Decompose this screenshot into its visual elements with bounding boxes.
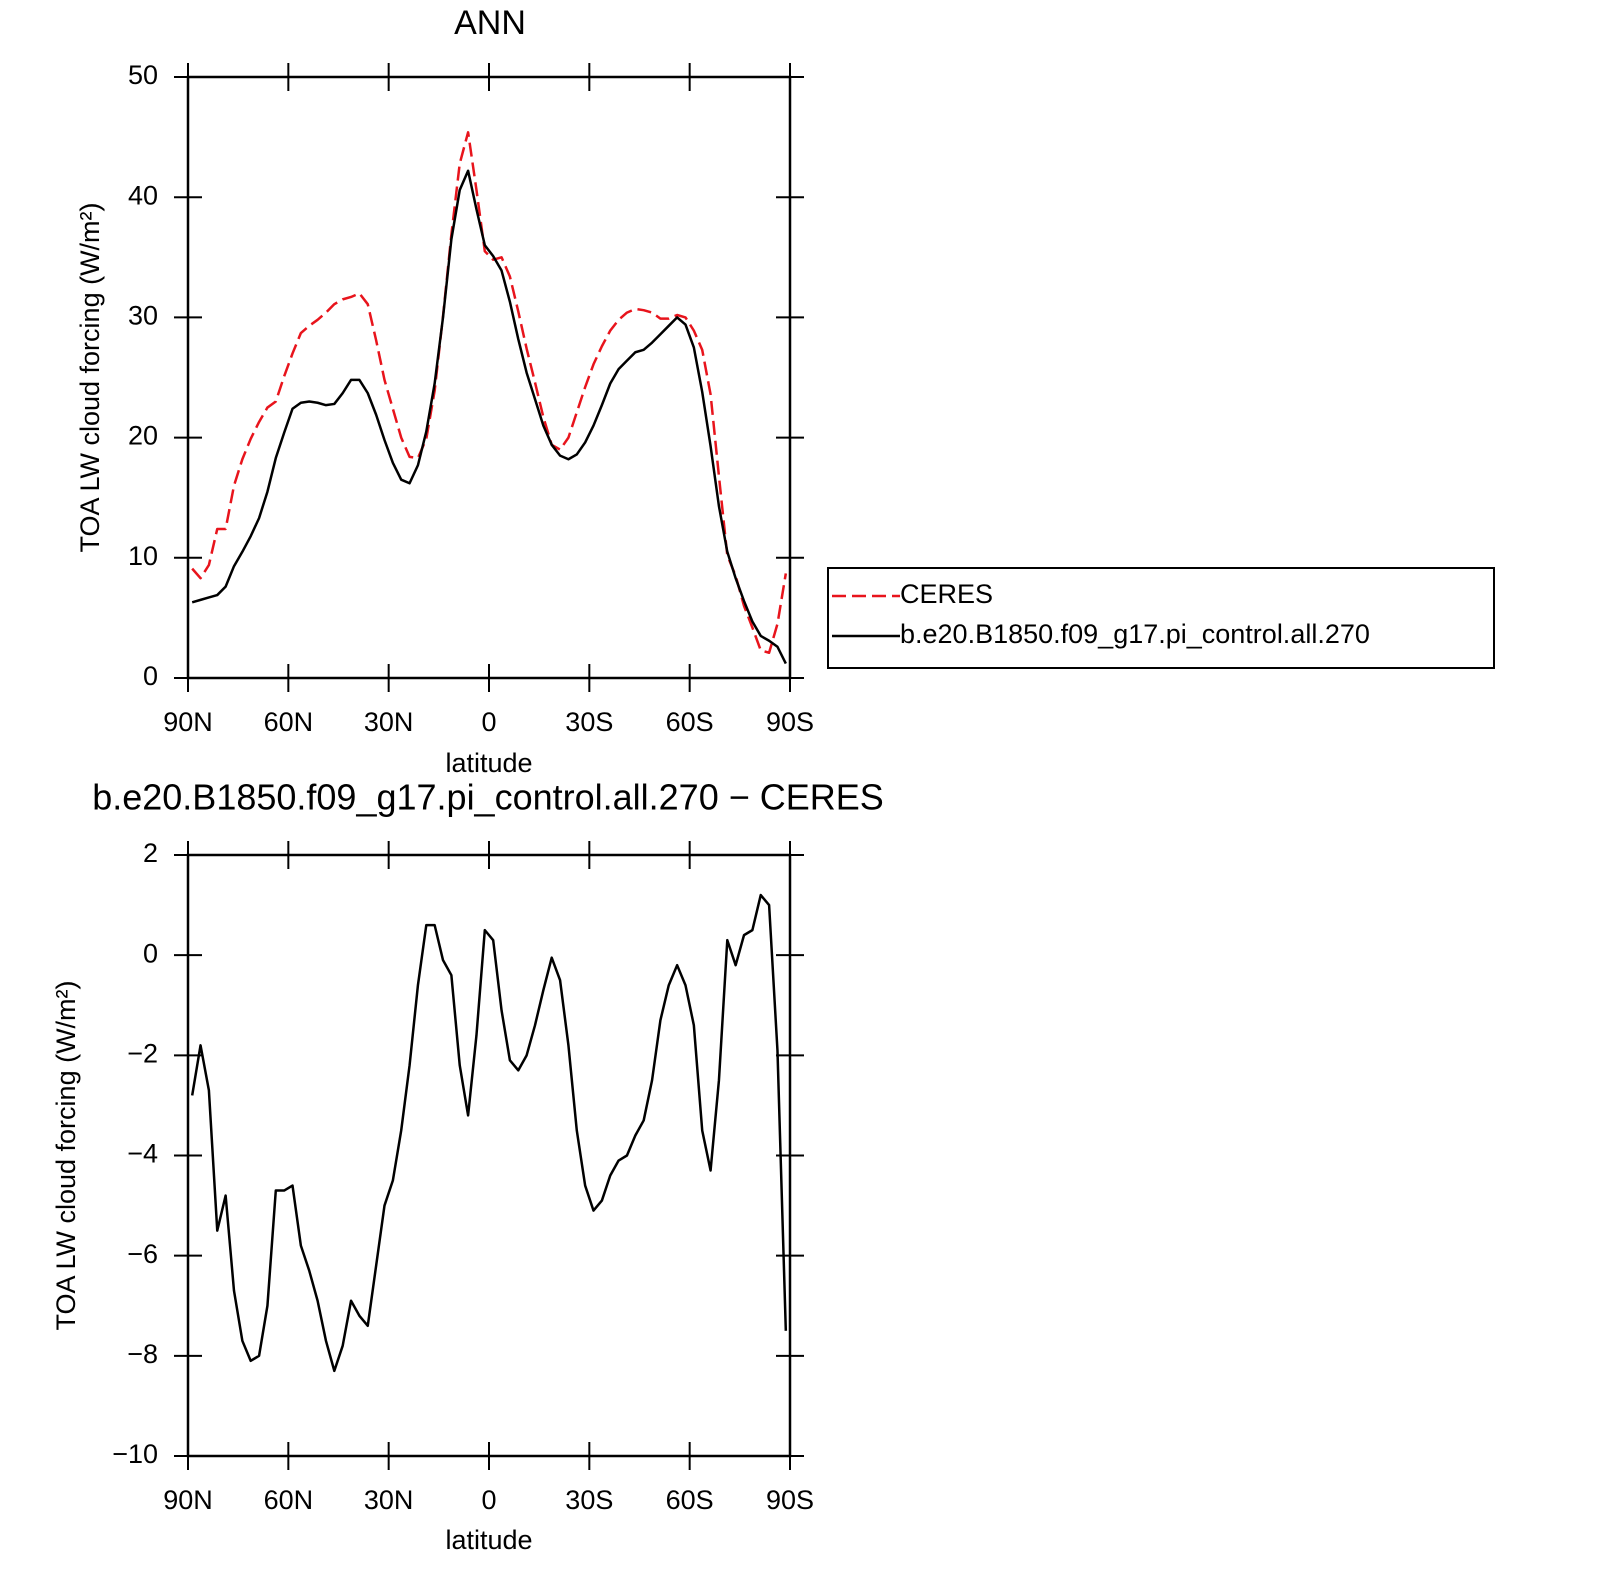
series-line [191, 131, 788, 655]
y-tick-label: 50 [128, 60, 158, 90]
x-axis-label: latitude [445, 1525, 532, 1555]
y-axis-label: TOA LW cloud forcing (W/m²) [75, 202, 105, 552]
x-tick-label: 60N [264, 707, 314, 737]
x-tick-label: 30S [565, 1485, 613, 1515]
y-tick-label: 10 [128, 541, 158, 571]
x-tick-label: 90S [766, 1485, 814, 1515]
x-axis-label: latitude [445, 748, 532, 778]
plot-frame [186, 75, 792, 680]
x-tick-label: 30N [364, 707, 414, 737]
y-axis-label: TOA LW cloud forcing (W/m²) [51, 980, 81, 1330]
plot-frame [186, 853, 792, 1458]
chart-title: ANN [454, 4, 526, 42]
series-line [190, 893, 788, 1373]
y-tick-label: −6 [127, 1239, 158, 1269]
y-tick-label: 0 [143, 661, 158, 691]
y-tick-label: −2 [127, 1038, 158, 1068]
y-tick-label: −10 [112, 1439, 158, 1469]
legend-box [827, 567, 1495, 669]
chart-title: b.e20.B1850.f09_g17.pi_control.all.270 −… [92, 777, 884, 818]
x-tick-label: 0 [481, 1485, 496, 1515]
x-tick-label: 30N [364, 1485, 414, 1515]
x-tick-label: 0 [481, 707, 496, 737]
y-tick-label: 40 [128, 180, 158, 210]
x-tick-label: 60S [666, 1485, 714, 1515]
x-tick-label: 60N [264, 1485, 314, 1515]
y-tick-label: 30 [128, 301, 158, 331]
x-tick-label: 90N [163, 707, 213, 737]
y-tick-label: −8 [127, 1339, 158, 1369]
x-tick-label: 60S [666, 707, 714, 737]
y-tick-label: 2 [143, 838, 158, 868]
y-tick-label: 0 [143, 938, 158, 968]
x-tick-label: 30S [565, 707, 613, 737]
y-tick-label: −4 [127, 1139, 158, 1169]
y-tick-label: 20 [128, 421, 158, 451]
legend-label: b.e20.B1850.f09_g17.pi_control.all.270 [900, 619, 1370, 649]
x-tick-label: 90S [766, 707, 814, 737]
series-line [191, 169, 787, 665]
legend-label: CERES [900, 579, 993, 609]
x-tick-label: 90N [163, 1485, 213, 1515]
